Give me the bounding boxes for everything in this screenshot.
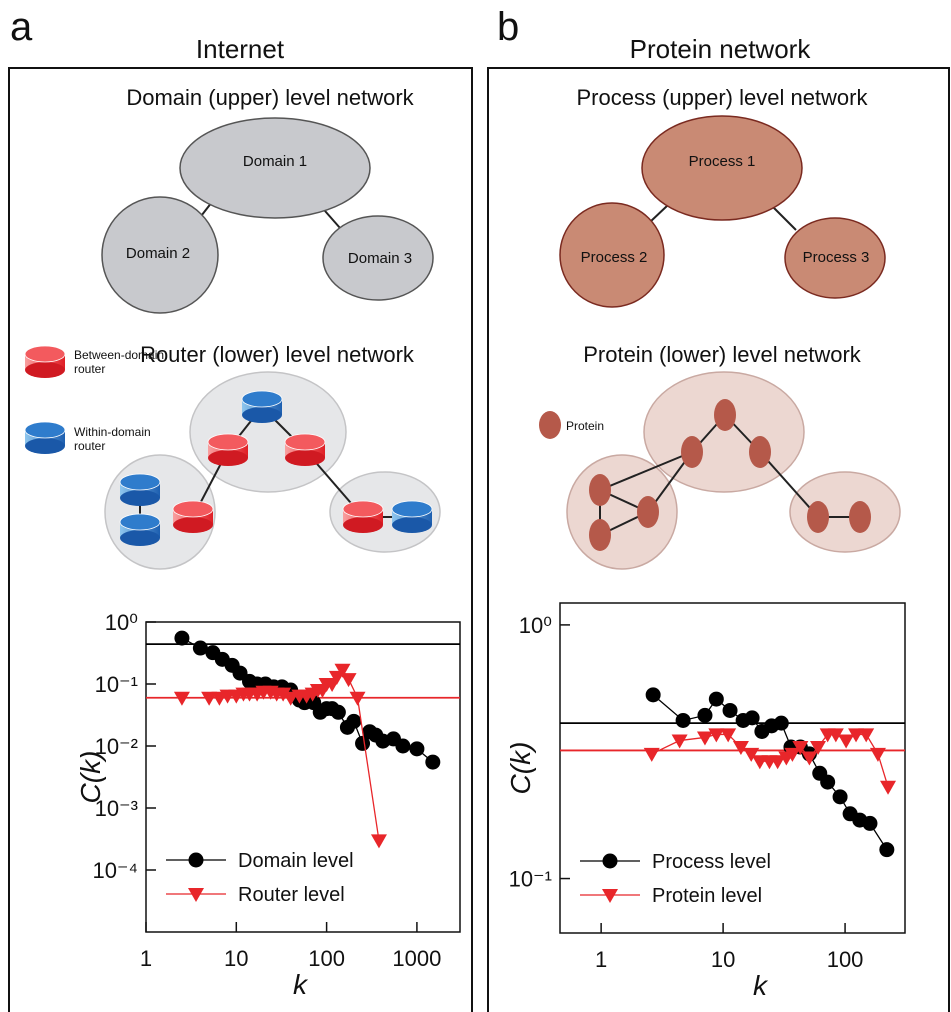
x-tick-label: 10	[224, 946, 248, 971]
legend-label: Between-domain	[74, 348, 164, 362]
y-axis-label: C(k)	[505, 742, 536, 795]
data-point	[331, 705, 346, 720]
y-tick-label: 10⁰	[105, 610, 138, 635]
data-point	[395, 739, 410, 754]
data-point	[774, 716, 789, 731]
data-point	[858, 728, 874, 742]
data-point	[672, 735, 688, 749]
data-point	[862, 816, 877, 831]
section-title: Process (upper) level network	[576, 85, 868, 110]
x-tick-label: 1	[140, 946, 152, 971]
legend-marker	[188, 888, 204, 902]
legend-marker	[602, 889, 618, 903]
section-title: Router (lower) level network	[140, 342, 415, 367]
panel-title: Internet	[196, 34, 285, 64]
data-point	[697, 708, 712, 723]
panel-letter: b	[497, 5, 519, 49]
node-label: Domain 3	[348, 250, 412, 267]
process-groups	[567, 372, 900, 569]
data-point	[174, 631, 189, 646]
data-point	[644, 748, 660, 762]
node-label: Process 2	[581, 249, 648, 266]
process-nodes	[560, 116, 885, 307]
data-point	[870, 748, 886, 762]
panel-letter: a	[10, 5, 33, 49]
y-tick-label: 10⁻¹	[509, 867, 552, 892]
legend-label: Protein level	[652, 885, 762, 907]
legend-marker	[603, 854, 618, 869]
data-point	[346, 714, 361, 729]
node-label: Process 3	[803, 249, 870, 266]
data-point	[371, 834, 387, 848]
x-tick-label: 100	[827, 947, 864, 972]
data-point	[409, 741, 424, 756]
legend-label: Within-domain	[74, 425, 151, 439]
x-tick-label: 10	[711, 947, 735, 972]
x-tick-label: 100	[308, 946, 345, 971]
y-tick-label: 10⁻⁴	[92, 858, 138, 883]
legend-label: Protein	[566, 419, 604, 433]
legend-label: router	[74, 362, 105, 376]
data-point	[676, 713, 691, 728]
data-point	[820, 775, 835, 790]
data-point	[174, 692, 190, 706]
data-point	[350, 692, 366, 706]
figure: a b Internet Protein network Domain (upp…	[0, 0, 951, 1012]
x-tick-label: 1000	[392, 946, 441, 971]
panel-title: Protein network	[630, 34, 812, 64]
x-axis-label: k	[753, 970, 769, 1001]
data-point	[646, 687, 661, 702]
y-axis-label: C(k)	[75, 751, 106, 804]
data-point	[745, 710, 760, 725]
data-point	[880, 781, 896, 795]
data-point	[709, 692, 724, 707]
legend-label: router	[74, 439, 105, 453]
node-label: Domain 1	[243, 153, 307, 170]
data-point	[879, 842, 894, 857]
section-title: Domain (upper) level network	[126, 85, 414, 110]
y-tick-label: 10⁻¹	[95, 672, 138, 697]
data-point	[341, 673, 357, 687]
legend-marker	[189, 853, 204, 868]
x-axis-label: k	[293, 969, 309, 1000]
y-tick-label: 10⁰	[519, 613, 552, 638]
data-point	[838, 735, 854, 749]
legend-label: Router level	[238, 884, 345, 906]
plot-frame	[560, 603, 905, 933]
node-label: Domain 2	[126, 245, 190, 262]
x-tick-label: 1	[595, 947, 607, 972]
data-point	[425, 755, 440, 770]
data-point	[723, 703, 738, 718]
legend-label: Process level	[652, 851, 771, 873]
legend-label: Domain level	[238, 850, 354, 872]
data-point	[833, 789, 848, 804]
domain-nodes	[102, 118, 433, 313]
node-label: Process 1	[689, 153, 756, 170]
section-title: Protein (lower) level network	[583, 342, 862, 367]
